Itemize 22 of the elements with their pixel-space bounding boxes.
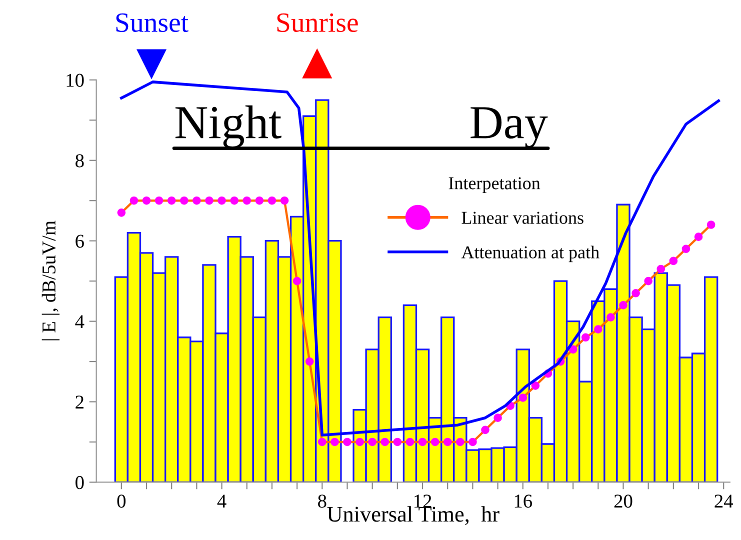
y-tick-label: 4	[75, 315, 84, 328]
x-tick-label: 4	[217, 494, 226, 508]
x-tick-label: 24	[714, 494, 734, 508]
x-tick-label: 8	[318, 494, 326, 508]
legend-title: Interpetation	[448, 177, 540, 194]
x-axis-title: Universal Time, hr	[327, 506, 500, 525]
text: Sunset	[116, 13, 188, 32]
y-tick-label: 2	[76, 396, 84, 409]
legend-label: Linear variations	[462, 212, 584, 224]
y-axis-title: | E |, dB/5uV/m	[42, 220, 60, 340]
x-tick-label: 20	[614, 494, 632, 508]
x-tick-label: 16	[514, 494, 532, 508]
y-tick-label: 8	[76, 154, 84, 168]
y-tick-label: 10	[66, 74, 84, 87]
x-tick-label: 0	[117, 494, 126, 508]
line-series	[120, 80, 720, 437]
text: Sunrise	[277, 13, 358, 32]
y-tick-label: 6	[76, 234, 84, 248]
annotation: Night	[175, 105, 282, 148]
legend-label: Attenuation at path	[461, 246, 600, 262]
y-tick-label: 0	[76, 476, 84, 490]
annotation: Day	[470, 107, 548, 148]
